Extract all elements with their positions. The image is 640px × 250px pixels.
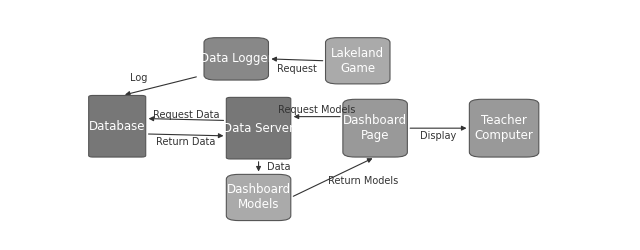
FancyBboxPatch shape	[469, 99, 539, 157]
FancyBboxPatch shape	[343, 99, 408, 157]
Text: Data Logger: Data Logger	[200, 52, 273, 65]
Text: Return Data: Return Data	[156, 137, 216, 147]
Text: Database: Database	[89, 120, 145, 133]
FancyBboxPatch shape	[89, 96, 146, 157]
Text: Lakeland
Game: Lakeland Game	[331, 47, 385, 75]
Text: Log: Log	[129, 73, 147, 83]
Text: Data Server: Data Server	[223, 122, 294, 135]
Text: Display: Display	[420, 131, 456, 141]
Text: Teacher
Computer: Teacher Computer	[475, 114, 534, 142]
Text: Dashboard
Models: Dashboard Models	[227, 184, 291, 212]
FancyBboxPatch shape	[326, 38, 390, 84]
FancyBboxPatch shape	[227, 98, 291, 159]
FancyBboxPatch shape	[204, 38, 269, 80]
Text: Request Data: Request Data	[153, 110, 220, 120]
Text: Dashboard
Page: Dashboard Page	[343, 114, 407, 142]
FancyBboxPatch shape	[227, 174, 291, 220]
Text: Data: Data	[267, 162, 290, 172]
Text: Return Models: Return Models	[328, 176, 398, 186]
Text: Request Models: Request Models	[278, 106, 356, 116]
Text: Request: Request	[277, 64, 317, 74]
